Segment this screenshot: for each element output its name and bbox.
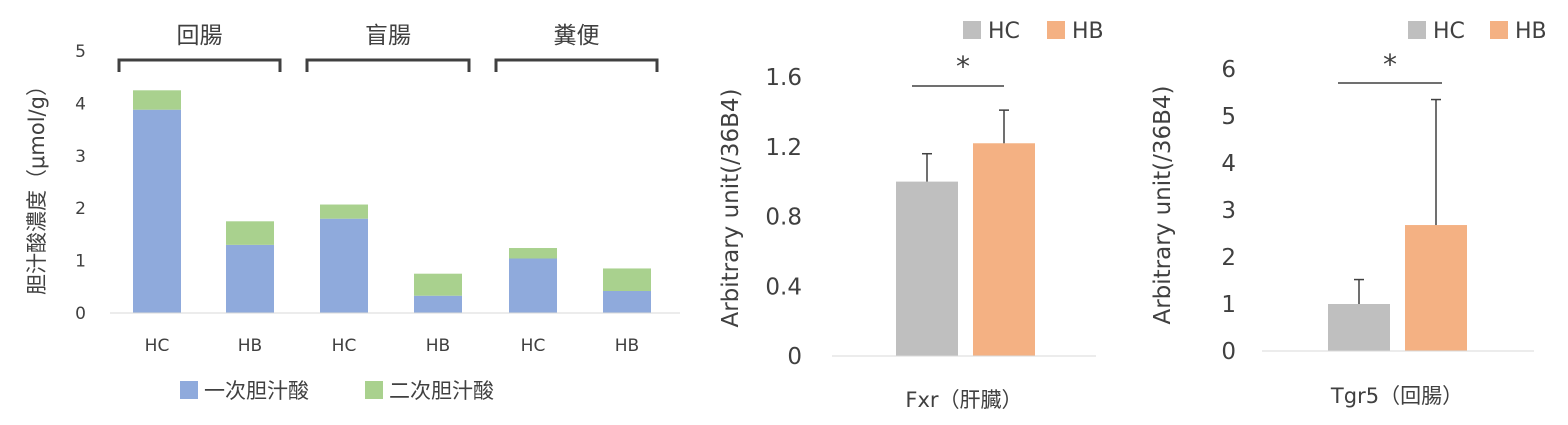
c3-bar-hc (1328, 304, 1390, 351)
c1-group-label: 糞便 (554, 23, 600, 49)
c2-legend-swatch-hb (1047, 21, 1065, 39)
tgr5-chart: Arbitrary unit(/36B4) 0 1 2 3 4 5 6 Tgr5（回腸） H… (1150, 19, 1547, 408)
c1-bar-secondary (509, 248, 557, 259)
c1-bar-primary (414, 295, 462, 313)
c1-legend-label-primary: 一次胆汁酸 (204, 379, 309, 403)
c3-legend-swatch-hc (1408, 21, 1426, 39)
c1-bar-secondary (320, 204, 368, 219)
c1-bar-primary (509, 258, 557, 313)
c1-bar-secondary (133, 90, 181, 110)
c3-ytick-label: 4 (1221, 151, 1236, 177)
c3-ytick-label: 2 (1221, 245, 1236, 271)
c2-ytick-label: 1.2 (765, 135, 802, 161)
c1-legend-label-secondary: 二次胆汁酸 (389, 379, 494, 403)
c2-ytick-label: 1.6 (765, 65, 802, 91)
c2-xlabel: Fxr（肝臓） (905, 388, 1022, 412)
c3-ytick-label: 3 (1221, 198, 1236, 224)
c1-legend-swatch-primary (180, 381, 198, 399)
c1-xtick-label: HB (238, 336, 262, 356)
c2-ytick-label: 0.8 (765, 205, 802, 231)
c3-ytick-label: 6 (1221, 57, 1236, 83)
c1-ytick-label: 0 (75, 304, 86, 324)
c1-ytick-label: 1 (75, 252, 86, 272)
c2-bar-hb (973, 143, 1035, 356)
c3-legend-swatch-hb (1490, 21, 1508, 39)
c2-significance-star: * (956, 50, 970, 83)
c1-legend-swatch-secondary (365, 381, 383, 399)
c3-ytick-label: 0 (1221, 339, 1236, 365)
c3-legend-label-hc: HC (1433, 19, 1465, 44)
c1-ytick-label: 3 (75, 147, 86, 167)
c3-significance-star: * (1383, 48, 1397, 81)
c1-bar-secondary (414, 273, 462, 296)
c1-xtick-label: HB (615, 336, 639, 356)
c1-ylabel: 胆汁酸濃度（μmol/g） (25, 75, 49, 295)
c1-group-bracket (494, 58, 659, 72)
c3-legend-label-hb: HB (1515, 19, 1547, 44)
c1-group-bracket (305, 58, 471, 72)
c3-ylabel: Arbitrary unit(/36B4) (1150, 85, 1176, 324)
c2-legend-label-hb: HB (1072, 19, 1104, 44)
c2-ytick-label: 0.4 (765, 274, 802, 300)
c1-group-label: 盲腸 (365, 23, 411, 49)
c2-ytick-label: 0 (787, 344, 802, 370)
c3-xlabel: Tgr5（回腸） (1330, 384, 1463, 408)
c1-ytick-label: 4 (75, 94, 86, 114)
c1-bar-secondary (603, 268, 651, 291)
c1-group-label: 回腸 (177, 23, 223, 49)
c3-ytick-label: 1 (1221, 292, 1236, 318)
bile-acid-stacked-chart: 胆汁酸濃度（μmol/g） 0 1 2 3 4 5 HC HB HC HB HC HB 回腸 盲腸 糞便… (25, 23, 680, 403)
c1-bar-secondary (226, 221, 274, 245)
c3-ytick-label: 5 (1221, 104, 1236, 130)
c1-ytick-label: 5 (75, 42, 86, 62)
c1-xtick-label: HB (426, 336, 450, 356)
c1-xtick-label: HC (521, 336, 546, 356)
c1-bar-primary (320, 218, 368, 313)
c2-ylabel: Arbitrary unit(/36B4) (718, 88, 744, 327)
fxr-chart: Arbitrary unit(/36B4) 0 0.4 0.8 1.2 1.6 Fxr（… (718, 19, 1104, 412)
c1-ytick-label: 2 (75, 199, 86, 219)
c1-xtick-label: HC (332, 336, 357, 356)
c2-legend-label-hc: HC (988, 19, 1020, 44)
c3-bar-hb (1405, 225, 1467, 351)
c1-bar-primary (133, 109, 181, 313)
c1-bar-primary (603, 290, 651, 313)
c2-legend-swatch-hc (963, 21, 981, 39)
c1-xtick-label: HC (145, 336, 170, 356)
c1-bar-primary (226, 244, 274, 313)
c2-bar-hc (896, 181, 958, 356)
c1-group-bracket (117, 58, 282, 72)
